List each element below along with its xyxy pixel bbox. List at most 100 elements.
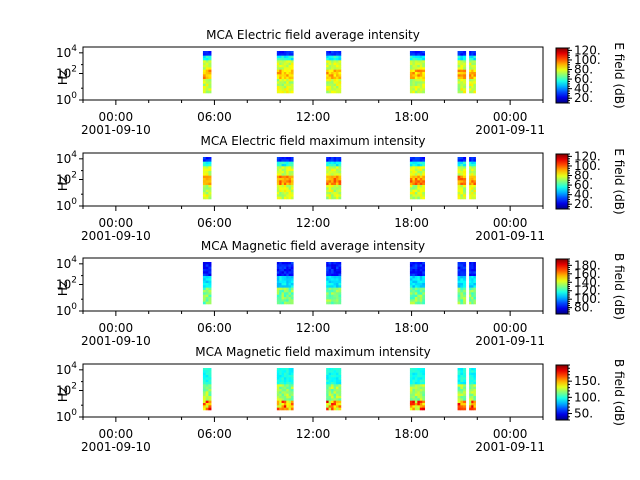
chart-panel-2: MCA Electric field maximum intensity 100 1… (56, 134, 626, 243)
y-tick-label: 100 (56, 91, 77, 107)
colorbar-label: B field (dB) (612, 359, 626, 426)
spectrogram-segment (202, 51, 212, 94)
x-tick-label: 00:00 (493, 110, 528, 124)
colorbar-tick-label: 180. (574, 258, 601, 272)
spectrogram-segment (326, 368, 342, 411)
spectrogram-segment (457, 51, 467, 94)
y-tick-label: 100 (56, 302, 77, 318)
colorbar-tick-label: 80. (574, 169, 593, 183)
y-tick-label: 100 (56, 408, 77, 424)
spectrogram-segment (326, 51, 342, 94)
x-tick-label: 00:00 (493, 216, 528, 230)
colorbar (556, 48, 568, 103)
spectrogram-segment (276, 157, 294, 200)
x-tick-label: 18:00 (394, 427, 429, 441)
x-tick-label: 06:00 (197, 321, 232, 335)
x-tick-label: 18:00 (394, 216, 429, 230)
spectrogram-segment (202, 157, 212, 200)
colorbar-tick-label: 20. (574, 91, 593, 105)
y-axis-label: Hz (56, 387, 70, 402)
colorbar-frame (555, 47, 569, 104)
spectrogram-segment (276, 51, 294, 94)
colorbar-tick-label: 80. (574, 301, 593, 315)
x-tick-label: 00:00 (99, 110, 134, 124)
spectrogram-segment (469, 262, 476, 305)
colorbar (556, 259, 568, 314)
colorbar-tick-label: 50. (574, 407, 593, 421)
spectrogram-segment (326, 262, 342, 305)
y-axis-label: Hz (56, 176, 70, 191)
x-tick-label: 12:00 (296, 321, 331, 335)
y-tick-label: 102 (56, 382, 77, 398)
chart-title: MCA Magnetic field average intensity (201, 239, 425, 253)
colorbar-label: E field (dB) (612, 148, 626, 214)
spectrogram-segment (276, 368, 294, 411)
colorbar-frame (555, 153, 569, 210)
x-tick-label: 12:00 (296, 216, 331, 230)
colorbar-tick-label: 20. (574, 197, 593, 211)
x-tick-label: 00:00 (99, 216, 134, 230)
spectrogram-segment (457, 262, 467, 305)
x-tick-label: 00:00 (493, 427, 528, 441)
colorbar-tick-label: 120. (574, 284, 601, 298)
chart-panel-3: MCA Magnetic field average intensity 100 1… (56, 239, 626, 348)
y-axis-label: Hz (56, 70, 70, 85)
colorbar-label: B field (dB) (612, 253, 626, 320)
spectrogram-segment (457, 157, 467, 200)
spectrogram-segment (409, 51, 426, 94)
spectrogram-segment (409, 262, 426, 305)
y-axis-label: Hz (56, 281, 70, 296)
colorbar-tick-label: 100. (574, 53, 601, 67)
colorbar-tick-label: 100. (574, 159, 601, 173)
spectrogram-segment (409, 157, 426, 200)
x-tick-date: 2001-09-10 (81, 440, 151, 454)
x-tick-label: 12:00 (296, 110, 331, 124)
chart-title: MCA Electric field maximum intensity (200, 134, 425, 148)
x-tick-date: 2001-09-10 (81, 229, 151, 243)
x-tick-date: 2001-09-10 (81, 123, 151, 137)
colorbar-tick-label: 120. (574, 149, 601, 163)
y-tick-label: 102 (56, 65, 77, 81)
y-tick-label: 102 (56, 276, 77, 292)
chart-title: MCA Electric field average intensity (206, 28, 420, 42)
x-tick-label: 18:00 (394, 110, 429, 124)
y-tick-label: 104 (56, 255, 77, 271)
colorbar-tick-label: 150. (574, 374, 601, 388)
x-tick-label: 00:00 (99, 321, 134, 335)
spectrogram-segment (276, 262, 294, 305)
x-tick-date: 2001-09-11 (475, 440, 545, 454)
x-tick-label: 00:00 (99, 427, 134, 441)
x-tick-date: 2001-09-11 (475, 229, 545, 243)
x-tick-label: 06:00 (197, 216, 232, 230)
x-tick-label: 06:00 (197, 110, 232, 124)
colorbar-label: E field (dB) (612, 42, 626, 108)
y-tick-label: 102 (56, 171, 77, 187)
colorbar-tick-label: 120. (574, 43, 601, 57)
x-tick-label: 18:00 (394, 321, 429, 335)
x-tick-label: 06:00 (197, 427, 232, 441)
spectrogram-segment (202, 368, 212, 411)
chart-panel-4: MCA Magnetic field maximum intensity 100 1… (56, 345, 626, 454)
chart-panel-1: MCA Electric field average intensity 100 1… (56, 28, 626, 137)
colorbar-tick-label: 40. (574, 82, 593, 96)
colorbar-tick-label: 140. (574, 275, 601, 289)
y-tick-label: 104 (56, 150, 77, 166)
spectrogram-segment (469, 51, 476, 94)
y-tick-label: 104 (56, 361, 77, 377)
colorbar-tick-label: 100. (574, 390, 601, 404)
colorbar-tick-label: 60. (574, 178, 593, 192)
x-tick-date: 2001-09-10 (81, 334, 151, 348)
spectrogram-segment (469, 368, 476, 411)
y-tick-label: 104 (56, 44, 77, 60)
spectrogram-segment (202, 262, 212, 305)
x-tick-label: 00:00 (493, 321, 528, 335)
spectrogram-segment (457, 368, 467, 411)
x-tick-label: 12:00 (296, 427, 331, 441)
colorbar-tick-label: 40. (574, 188, 593, 202)
colorbar-tick-label: 80. (574, 63, 593, 77)
colorbar-tick-label: 60. (574, 72, 593, 86)
chart-title: MCA Magnetic field maximum intensity (195, 345, 431, 359)
spectrogram-segment (469, 157, 476, 200)
spectrogram-segment (409, 368, 426, 411)
spectrogram-segment (326, 157, 342, 200)
